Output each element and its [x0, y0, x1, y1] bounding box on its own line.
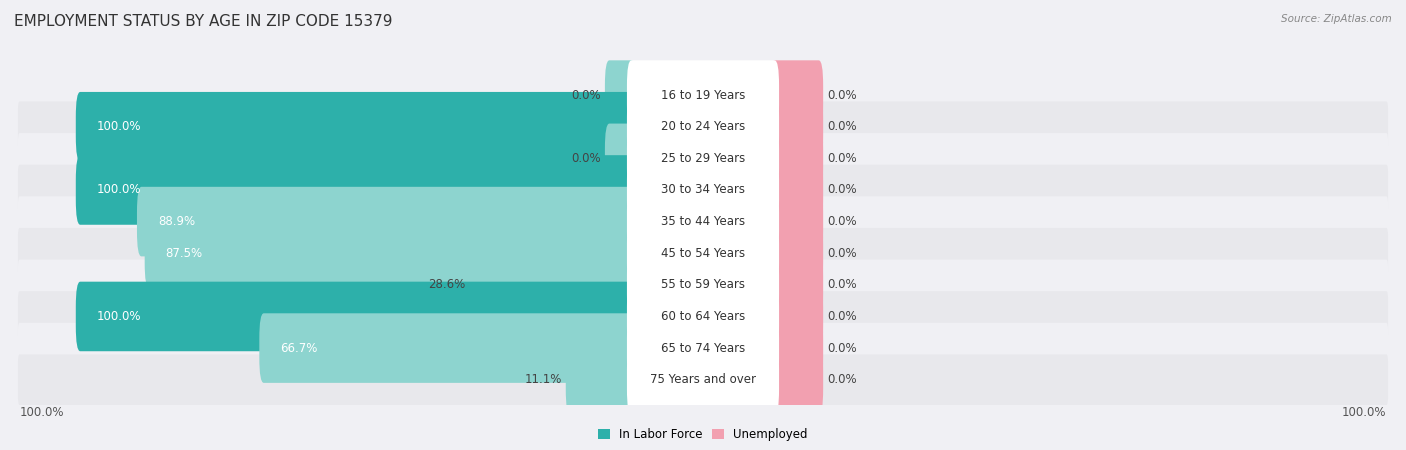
Text: 100.0%: 100.0% — [97, 310, 141, 323]
FancyBboxPatch shape — [770, 124, 823, 193]
Text: 0.0%: 0.0% — [827, 310, 856, 323]
Text: 16 to 19 Years: 16 to 19 Years — [661, 89, 745, 102]
Text: 0.0%: 0.0% — [827, 152, 856, 165]
FancyBboxPatch shape — [770, 313, 823, 383]
FancyBboxPatch shape — [770, 187, 823, 256]
Text: 28.6%: 28.6% — [429, 279, 465, 291]
FancyBboxPatch shape — [627, 345, 779, 414]
FancyBboxPatch shape — [770, 250, 823, 320]
FancyBboxPatch shape — [18, 260, 1388, 310]
FancyBboxPatch shape — [259, 313, 636, 383]
FancyBboxPatch shape — [605, 60, 636, 130]
Text: 88.9%: 88.9% — [157, 215, 195, 228]
FancyBboxPatch shape — [627, 187, 779, 256]
FancyBboxPatch shape — [136, 187, 636, 256]
FancyBboxPatch shape — [76, 92, 636, 162]
FancyBboxPatch shape — [565, 345, 636, 414]
FancyBboxPatch shape — [145, 218, 636, 288]
FancyBboxPatch shape — [627, 250, 779, 320]
Text: 0.0%: 0.0% — [827, 247, 856, 260]
Text: 66.7%: 66.7% — [280, 342, 318, 355]
FancyBboxPatch shape — [470, 250, 636, 320]
FancyBboxPatch shape — [18, 165, 1388, 215]
Text: 100.0%: 100.0% — [1341, 405, 1386, 418]
FancyBboxPatch shape — [770, 345, 823, 414]
FancyBboxPatch shape — [18, 101, 1388, 152]
FancyBboxPatch shape — [770, 282, 823, 351]
FancyBboxPatch shape — [627, 155, 779, 225]
FancyBboxPatch shape — [18, 133, 1388, 184]
Text: 60 to 64 Years: 60 to 64 Years — [661, 310, 745, 323]
Text: 0.0%: 0.0% — [827, 120, 856, 133]
FancyBboxPatch shape — [627, 124, 779, 193]
FancyBboxPatch shape — [770, 60, 823, 130]
Text: 0.0%: 0.0% — [827, 279, 856, 291]
FancyBboxPatch shape — [18, 291, 1388, 342]
FancyBboxPatch shape — [770, 155, 823, 225]
Text: EMPLOYMENT STATUS BY AGE IN ZIP CODE 15379: EMPLOYMENT STATUS BY AGE IN ZIP CODE 153… — [14, 14, 392, 28]
Text: 0.0%: 0.0% — [827, 89, 856, 102]
Text: 45 to 54 Years: 45 to 54 Years — [661, 247, 745, 260]
Text: 0.0%: 0.0% — [827, 184, 856, 197]
Legend: In Labor Force, Unemployed: In Labor Force, Unemployed — [598, 428, 808, 441]
Text: 0.0%: 0.0% — [571, 152, 600, 165]
Text: 0.0%: 0.0% — [827, 215, 856, 228]
Text: 35 to 44 Years: 35 to 44 Years — [661, 215, 745, 228]
FancyBboxPatch shape — [18, 196, 1388, 247]
FancyBboxPatch shape — [18, 70, 1388, 121]
FancyBboxPatch shape — [18, 323, 1388, 374]
Text: 25 to 29 Years: 25 to 29 Years — [661, 152, 745, 165]
FancyBboxPatch shape — [18, 228, 1388, 279]
Text: 100.0%: 100.0% — [97, 120, 141, 133]
Text: 20 to 24 Years: 20 to 24 Years — [661, 120, 745, 133]
FancyBboxPatch shape — [770, 218, 823, 288]
Text: 30 to 34 Years: 30 to 34 Years — [661, 184, 745, 197]
Text: 100.0%: 100.0% — [97, 184, 141, 197]
Text: 100.0%: 100.0% — [20, 405, 65, 418]
Text: 0.0%: 0.0% — [827, 342, 856, 355]
FancyBboxPatch shape — [76, 155, 636, 225]
Text: 11.1%: 11.1% — [524, 373, 562, 386]
Text: Source: ZipAtlas.com: Source: ZipAtlas.com — [1281, 14, 1392, 23]
Text: 65 to 74 Years: 65 to 74 Years — [661, 342, 745, 355]
Text: 87.5%: 87.5% — [166, 247, 202, 260]
FancyBboxPatch shape — [18, 355, 1388, 405]
FancyBboxPatch shape — [627, 282, 779, 351]
Text: 0.0%: 0.0% — [827, 373, 856, 386]
Text: 0.0%: 0.0% — [571, 89, 600, 102]
Text: 75 Years and over: 75 Years and over — [650, 373, 756, 386]
FancyBboxPatch shape — [770, 92, 823, 162]
FancyBboxPatch shape — [605, 124, 636, 193]
Text: 55 to 59 Years: 55 to 59 Years — [661, 279, 745, 291]
FancyBboxPatch shape — [76, 282, 636, 351]
FancyBboxPatch shape — [627, 92, 779, 162]
FancyBboxPatch shape — [627, 313, 779, 383]
FancyBboxPatch shape — [627, 218, 779, 288]
FancyBboxPatch shape — [627, 60, 779, 130]
